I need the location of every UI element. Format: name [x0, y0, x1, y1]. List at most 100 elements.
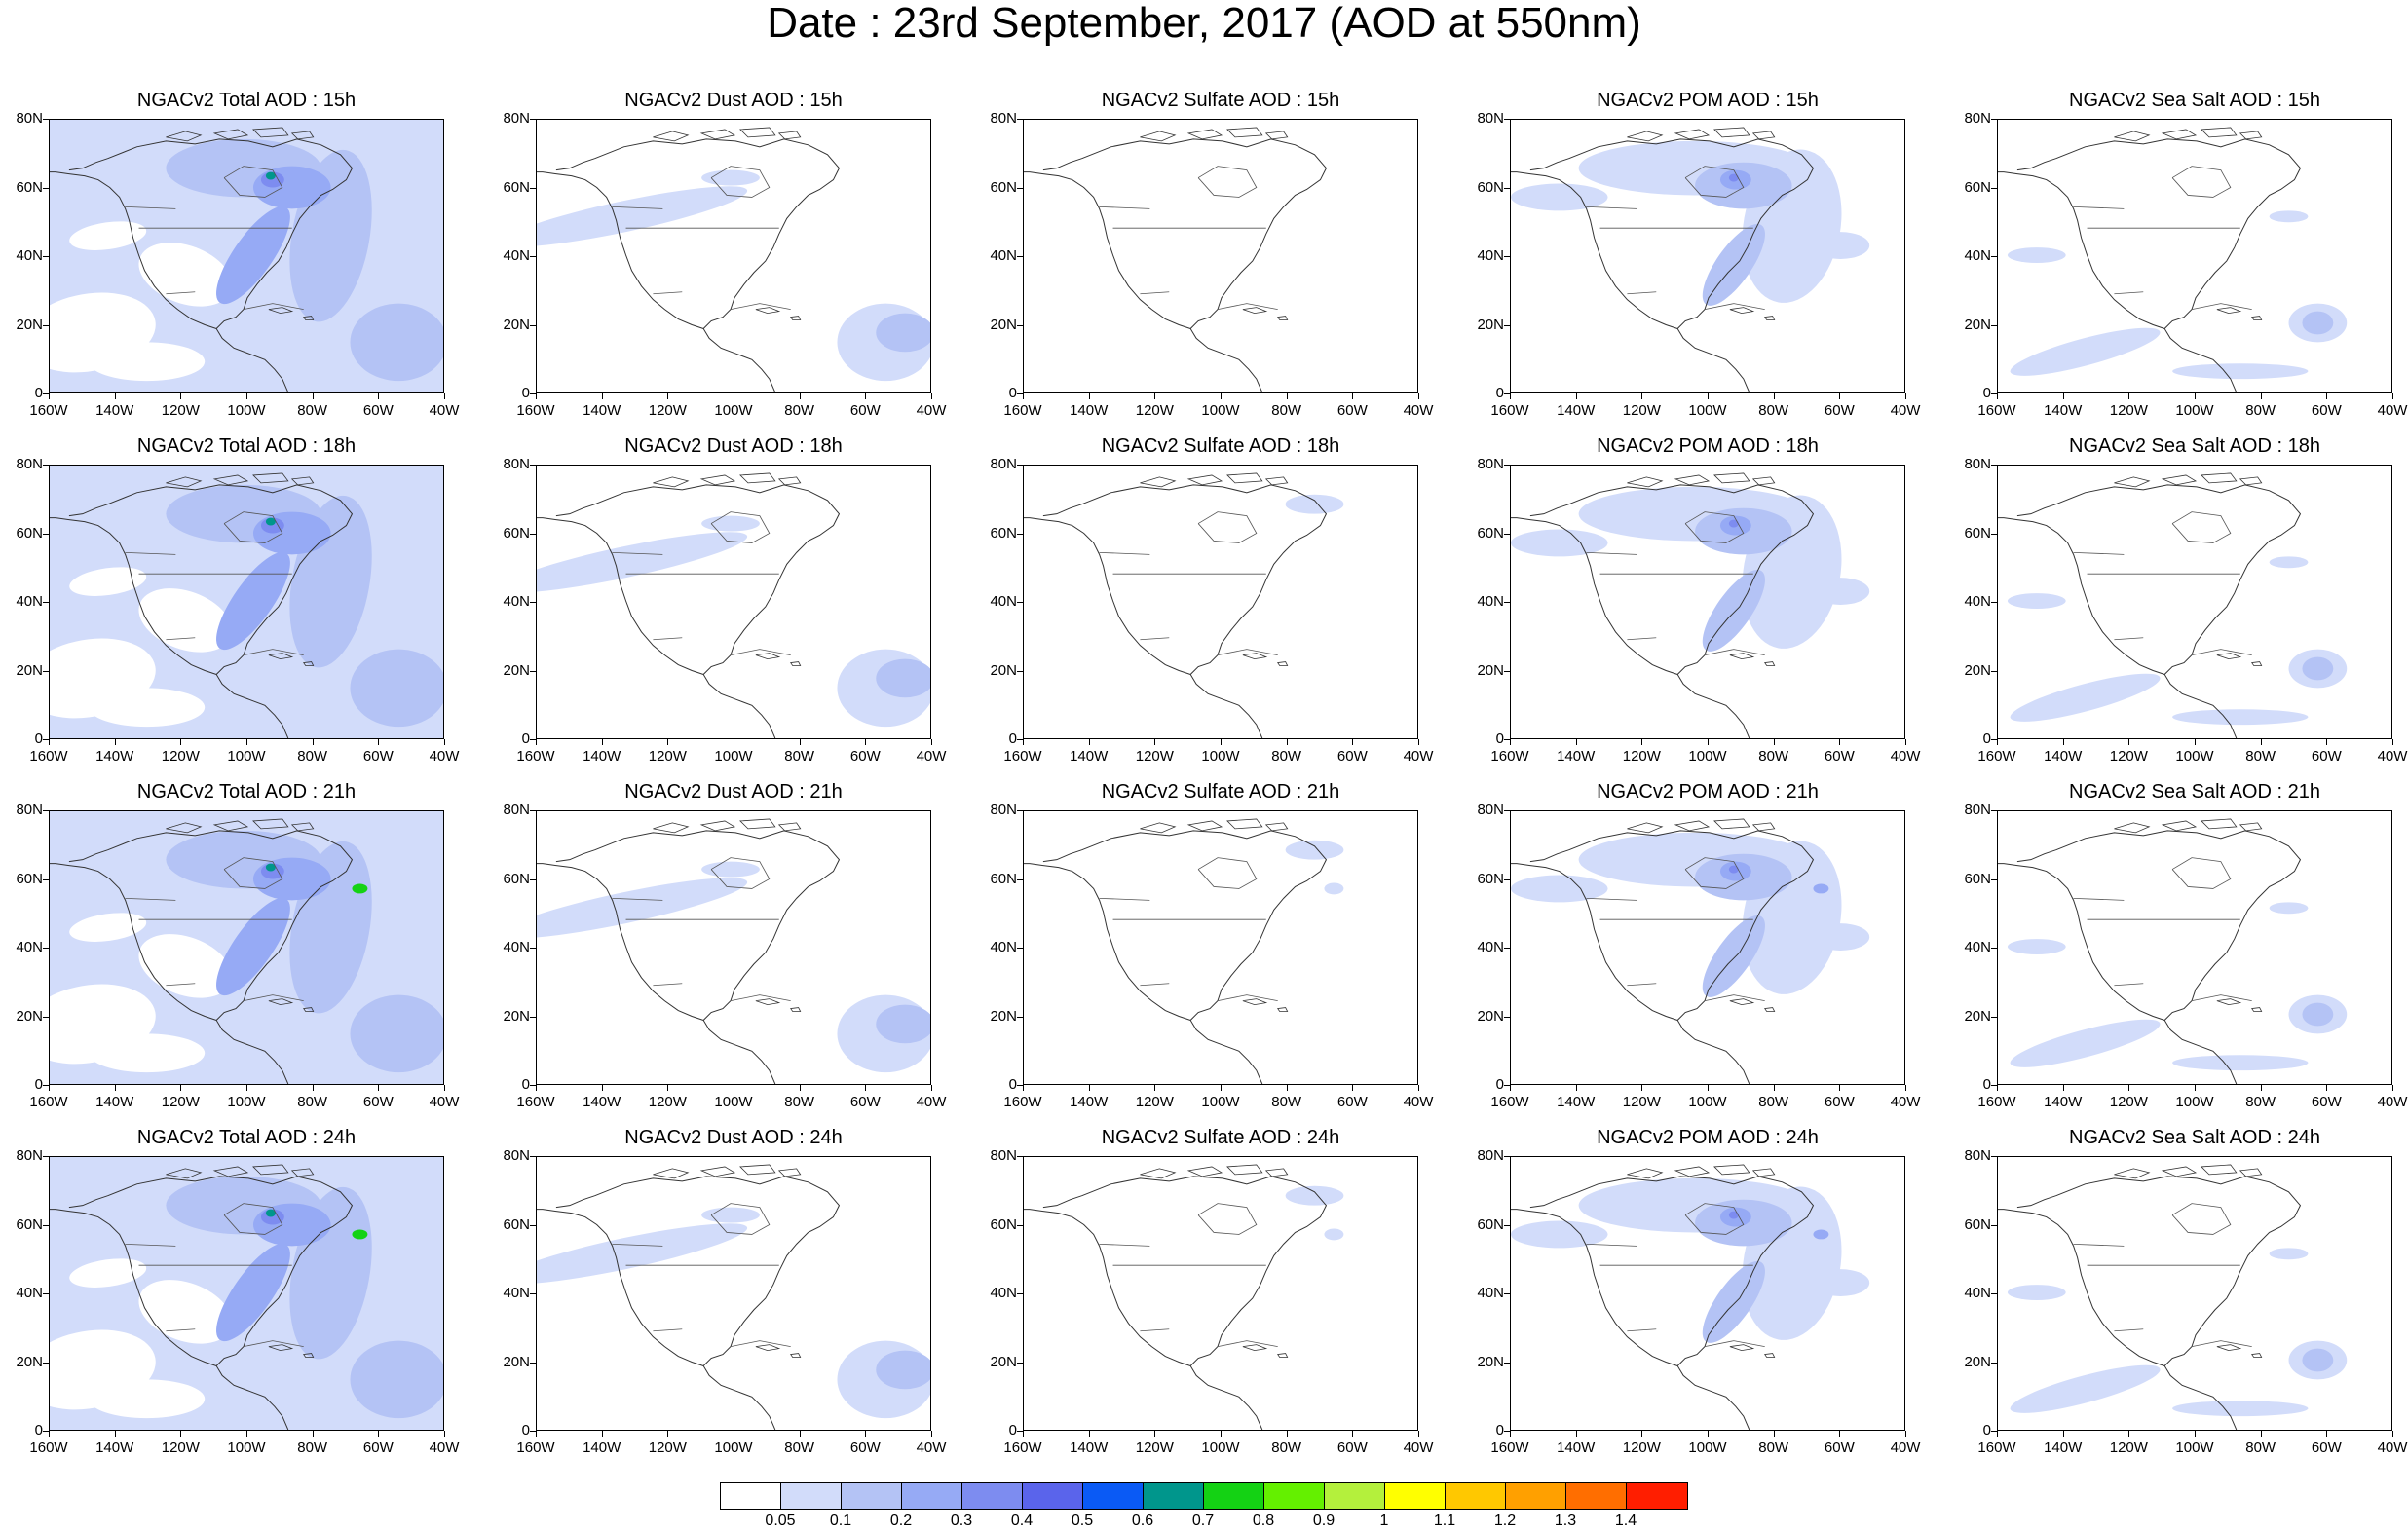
colorbar-level-label: 0.5: [1071, 1513, 1094, 1529]
lon-tick-label: 100W: [227, 748, 266, 765]
lat-tick: [1017, 739, 1023, 740]
lat-tick: [530, 1431, 536, 1432]
colorbar-level-label: 1: [1379, 1513, 1389, 1529]
lon-tick: [601, 739, 603, 745]
lat-tick: [43, 810, 49, 811]
lat-tick-label: 20N: [1964, 661, 1991, 679]
colorbar-swatch: [842, 1483, 902, 1509]
aod-map: [1024, 818, 1344, 1084]
lat-tick-label: 0: [1008, 385, 1017, 401]
map-frame: [1023, 465, 1418, 739]
lat-tick: [1017, 810, 1023, 811]
lon-tick-label: 140W: [1557, 1439, 1596, 1456]
aod-map: [537, 818, 930, 1084]
lat-tick-label: 40N: [990, 939, 1017, 955]
lat-tick-label: 0: [34, 730, 43, 747]
lon-tick-label: 120W: [2109, 1094, 2148, 1110]
lon-tick-label: 40W: [1403, 1094, 1434, 1110]
lon-tick: [1023, 1085, 1024, 1091]
lon-tick-label: 40W: [1890, 1094, 1921, 1110]
panel-title: NGACv2 Sulfate AOD : 21h: [1101, 781, 1340, 803]
lat-tick: [530, 739, 536, 740]
lon-tick-label: 160W: [1003, 1439, 1042, 1456]
lat-tick-label: 80N: [990, 1147, 1017, 1164]
lon-tick-label: 100W: [1201, 402, 1240, 419]
lon-tick: [114, 1431, 116, 1437]
lon-tick: [1286, 739, 1288, 745]
aod-map: [1998, 1164, 2348, 1430]
lat-tick-label: 20N: [990, 1007, 1017, 1025]
panel-title: NGACv2 Total AOD : 18h: [136, 435, 357, 457]
lat-tick: [1504, 810, 1510, 811]
lat-tick-label: 80N: [16, 802, 43, 818]
map-panel: NGACv2 Total AOD : 21h 80N 60N 40N 20N 0 160W 1…: [0, 777, 487, 1123]
lon-tick: [1418, 1085, 1419, 1091]
lat-tick-label: 80N: [1477, 456, 1504, 472]
map-panel: NGACv2 Sulfate AOD : 15h 80N 60N 40N 20N 0 160…: [974, 86, 1461, 431]
lon-tick-label: 100W: [714, 1094, 753, 1110]
lon-tick: [1088, 739, 1090, 745]
lon-tick-label: 80W: [2245, 748, 2276, 765]
lon-tick-label: 80W: [1758, 748, 1789, 765]
panel-title: NGACv2 Dust AOD : 21h: [624, 781, 843, 803]
map-frame: [1510, 810, 1905, 1085]
lat-tick: [1991, 739, 1997, 740]
lat-tick-label: 20N: [16, 1007, 43, 1025]
aod-map: [1511, 127, 1870, 392]
lat-tick-label: 80N: [503, 456, 530, 472]
lon-tick: [1997, 1431, 1998, 1437]
lon-tick: [1510, 1431, 1511, 1437]
lon-tick: [799, 1085, 801, 1091]
lon-tick: [1905, 1431, 1906, 1437]
lat-tick-label: 40N: [16, 1285, 43, 1301]
lat-tick-label: 40N: [16, 939, 43, 955]
lon-tick: [1997, 393, 1998, 399]
lon-tick-label: 140W: [583, 748, 621, 765]
lat-tick: [1991, 256, 1997, 257]
lon-tick: [2326, 1431, 2328, 1437]
lon-tick-label: 40W: [916, 748, 947, 765]
lon-tick: [1641, 1431, 1643, 1437]
lat-tick-label: 20N: [990, 316, 1017, 333]
lon-tick-label: 100W: [714, 748, 753, 765]
lon-tick: [1708, 739, 1709, 745]
map-panel: NGACv2 Total AOD : 24h 80N 60N 40N 20N 0 160W 1…: [0, 1123, 487, 1469]
lon-tick-label: 140W: [583, 402, 621, 419]
map-frame: [1997, 119, 2392, 393]
lon-tick: [667, 739, 669, 745]
colorbar-level-label: 0.7: [1191, 1513, 1215, 1529]
lon-tick-label: 80W: [784, 1094, 815, 1110]
lon-tick-label: 100W: [1688, 748, 1727, 765]
lat-tick: [1504, 533, 1510, 535]
colorbar-swatch: [721, 1483, 781, 1509]
lon-tick: [180, 1085, 182, 1091]
lat-tick-label: 60N: [16, 1215, 43, 1233]
panel-title: NGACv2 Sulfate AOD : 15h: [1101, 90, 1340, 111]
lat-tick: [1504, 739, 1510, 740]
lat-tick-label: 0: [34, 385, 43, 401]
lon-tick: [931, 1085, 932, 1091]
lon-tick: [1773, 739, 1775, 745]
lat-tick: [1991, 1293, 1997, 1294]
lon-tick-label: 80W: [784, 402, 815, 419]
lat-tick: [1017, 465, 1023, 466]
lat-tick: [530, 1362, 536, 1364]
map-panel: NGACv2 Sea Salt AOD : 24h 80N 60N 40N 20N 0 16…: [1948, 1123, 2408, 1469]
lon-tick-label: 40W: [1890, 748, 1921, 765]
lon-tick-label: 40W: [1403, 748, 1434, 765]
lon-tick-label: 160W: [1490, 1094, 1529, 1110]
map-frame: [1510, 1156, 1905, 1431]
lat-tick: [1017, 393, 1023, 394]
lon-tick-label: 80W: [297, 402, 328, 419]
lon-tick-label: 60W: [849, 1094, 881, 1110]
lat-tick: [1504, 670, 1510, 672]
lat-tick: [1017, 1293, 1023, 1294]
panel-title: NGACv2 Sea Salt AOD : 15h: [2069, 90, 2320, 111]
lat-tick: [530, 1085, 536, 1086]
lat-tick-label: 40N: [1964, 593, 1991, 610]
lon-tick-label: 160W: [1977, 1094, 2016, 1110]
lon-tick-label: 100W: [1688, 1094, 1727, 1110]
lon-tick-label: 40W: [2377, 402, 2408, 419]
aod-field: [537, 515, 930, 728]
lat-tick: [1017, 1085, 1023, 1086]
